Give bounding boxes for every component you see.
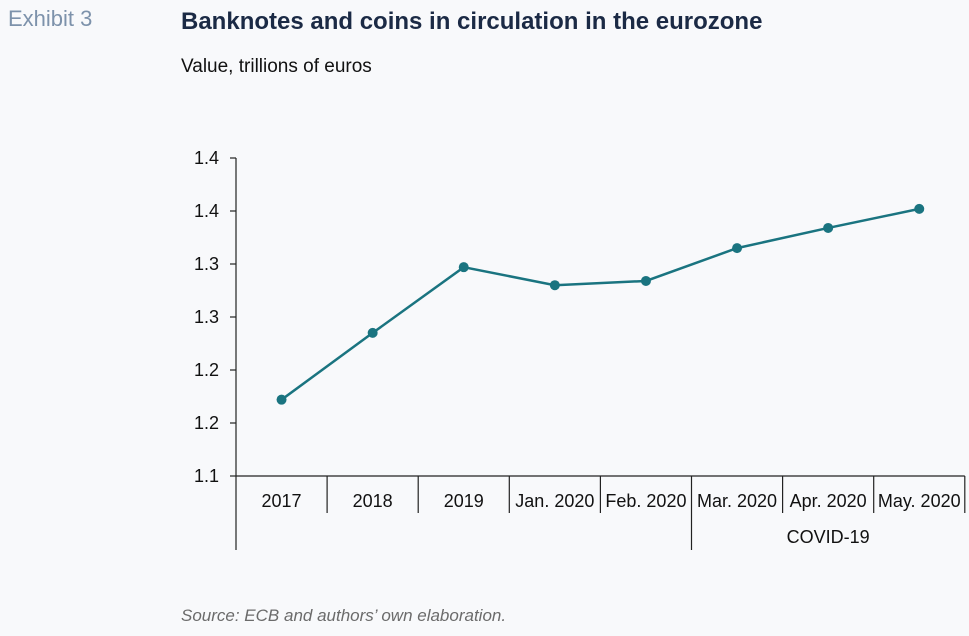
x-tick-label: 2019	[444, 491, 484, 511]
x-tick-label: Apr. 2020	[790, 491, 867, 511]
y-tick-label: 1.3	[194, 254, 219, 274]
x-tick-label: 2018	[353, 491, 393, 511]
y-tick-label: 1.4	[194, 201, 219, 221]
data-point	[732, 243, 743, 254]
data-point	[458, 262, 469, 273]
line-chart: 1.1 1.2 1.2 1.3 1.3 1.4 1.4 2017 2018 2019 Jan. 20…	[194, 148, 966, 550]
chart-subtitle: Value, trillions of euros	[181, 56, 372, 77]
data-point	[367, 327, 378, 338]
x-tick-label: Jan. 2020	[515, 491, 594, 511]
data-point	[640, 275, 651, 286]
data-point	[549, 280, 560, 291]
exhibit-label: Exhibit 3	[8, 6, 93, 31]
x-tick-label: Feb. 2020	[605, 491, 686, 511]
x-tick-label: May. 2020	[878, 491, 961, 511]
group-label: COVID-19	[787, 527, 870, 547]
data-point	[276, 394, 287, 405]
chart-title: Banknotes and coins in circulation in th…	[181, 8, 763, 35]
data-point	[914, 203, 925, 214]
series-line	[280, 207, 920, 401]
y-tick-label: 1.2	[194, 360, 219, 380]
x-tick-label: 2017	[262, 491, 302, 511]
data-point	[823, 222, 834, 233]
y-tick-label: 1.2	[194, 413, 219, 433]
y-tick-label: 1.4	[194, 148, 219, 168]
x-tick-label: Mar. 2020	[697, 491, 777, 511]
source-note: Source: ECB and authors’ own elaboration…	[181, 606, 507, 625]
y-tick-label: 1.1	[194, 466, 219, 486]
y-tick-label: 1.3	[194, 307, 219, 327]
